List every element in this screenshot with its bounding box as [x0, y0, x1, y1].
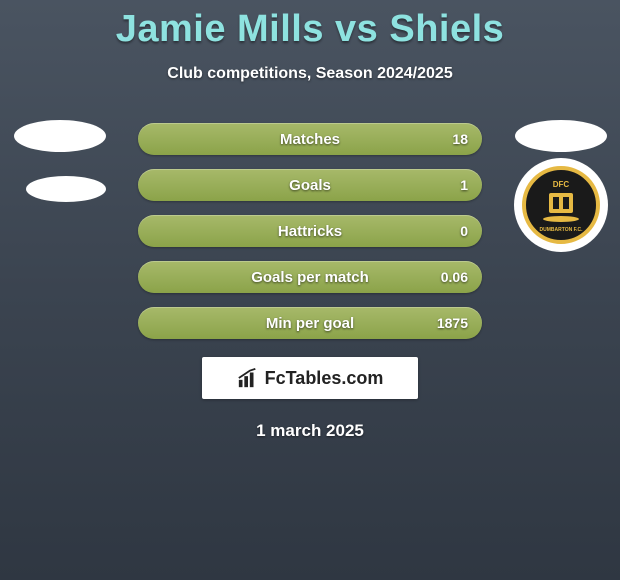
stat-value-right: 18 — [452, 131, 468, 147]
stat-label: Matches — [280, 131, 340, 148]
club-crest-icon: DFC DUMBARTON F.C. — [531, 175, 591, 235]
footer-date: 1 march 2025 — [0, 421, 620, 441]
stat-value-right: 0 — [460, 223, 468, 239]
stat-label: Goals — [289, 177, 331, 194]
stat-row: Matches 18 — [138, 123, 482, 155]
decor-ellipse — [515, 120, 607, 152]
stat-value-right: 1 — [460, 177, 468, 193]
right-column: DFC DUMBARTON F.C. — [514, 120, 608, 252]
stat-value-right: 0.06 — [441, 269, 468, 285]
stat-label: Hattricks — [278, 223, 342, 240]
stat-row: Goals per match 0.06 — [138, 261, 482, 293]
club-name: DUMBARTON F.C. — [540, 227, 584, 233]
stat-label: Goals per match — [251, 269, 369, 286]
stat-row: Goals 1 — [138, 169, 482, 201]
decor-ellipse — [26, 176, 106, 202]
left-decor — [14, 120, 106, 226]
stat-value-right: 1875 — [437, 315, 468, 331]
stat-row: Min per goal 1875 — [138, 307, 482, 339]
brand-text: FcTables.com — [265, 368, 384, 389]
club-badge: DFC DUMBARTON F.C. — [514, 158, 608, 252]
stats-bars: Matches 18 Goals 1 Hattricks 0 Goals per… — [138, 123, 482, 339]
stat-row: Hattricks 0 — [138, 215, 482, 247]
stat-label: Min per goal — [266, 315, 354, 332]
club-initials: DFC — [553, 180, 570, 189]
bars-chart-icon — [237, 367, 259, 389]
brand-badge: FcTables.com — [202, 357, 418, 399]
page-title: Jamie Mills vs Shiels — [0, 0, 620, 51]
decor-ellipse — [14, 120, 106, 152]
club-badge-inner: DFC DUMBARTON F.C. — [522, 166, 600, 244]
subtitle: Club competitions, Season 2024/2025 — [0, 65, 620, 83]
